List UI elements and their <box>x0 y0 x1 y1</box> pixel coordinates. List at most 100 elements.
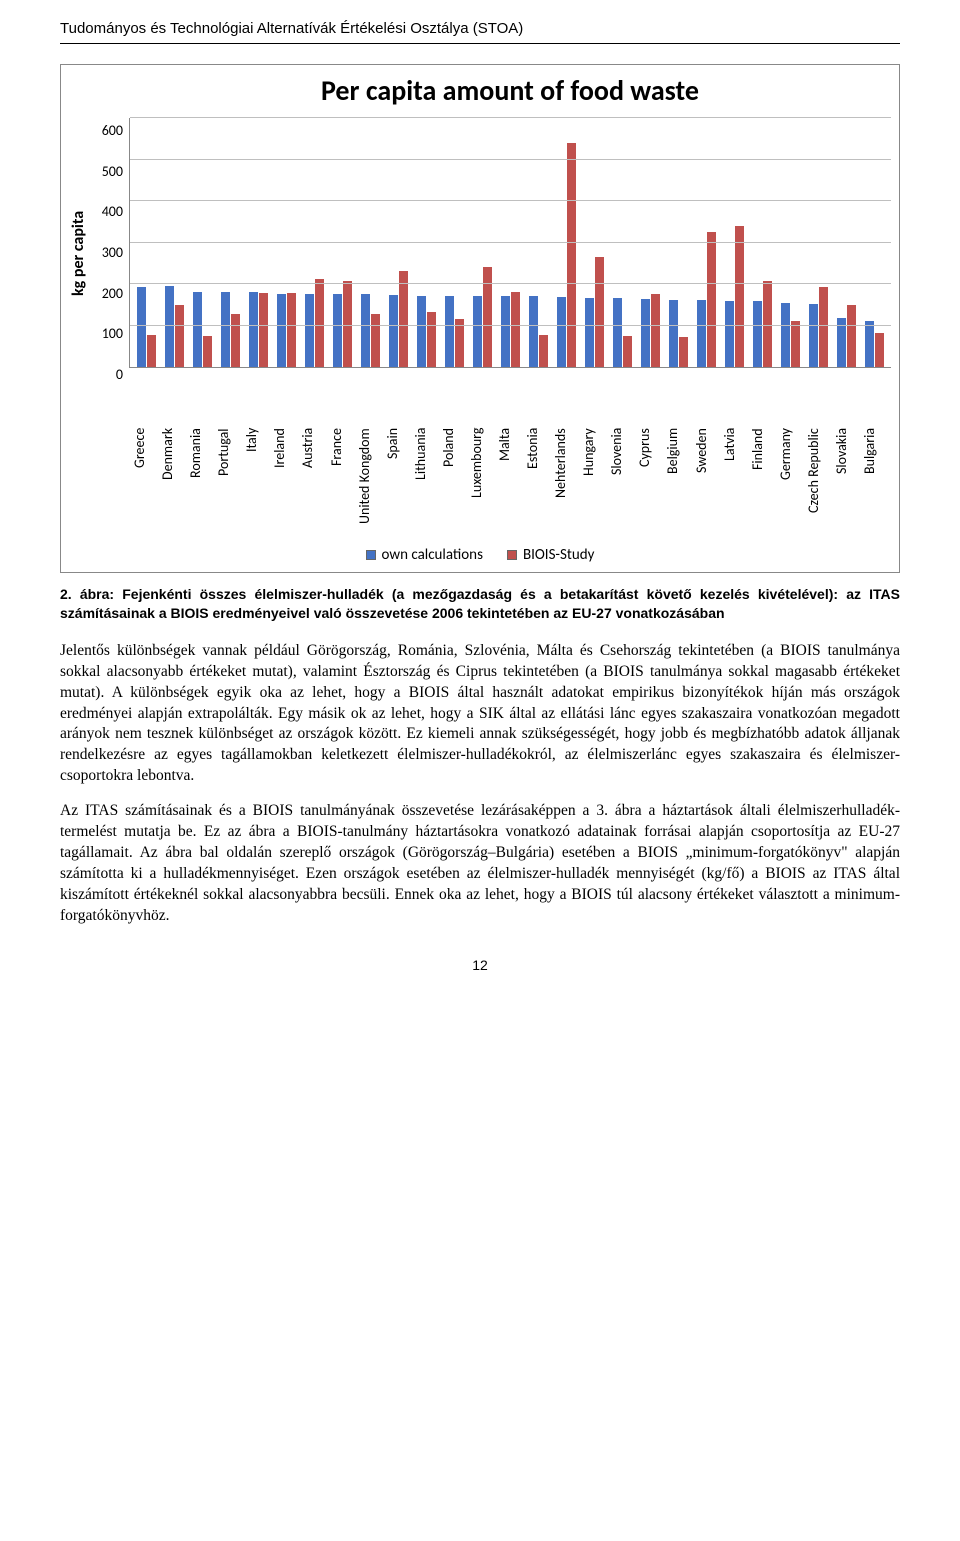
chart-title: Per capita amount of food waste <box>129 73 891 108</box>
bar-group <box>609 118 637 367</box>
legend-item: own calculations <box>366 546 483 564</box>
bar-own <box>585 298 594 367</box>
bar-biois <box>735 226 744 367</box>
bar-group <box>581 118 609 367</box>
x-label: Malta <box>496 428 524 538</box>
bar-own <box>501 296 510 367</box>
bar-biois <box>511 292 520 367</box>
legend-swatch <box>366 550 376 560</box>
bar-own <box>193 292 202 367</box>
y-axis-ticks: 6005004003002001000 <box>93 118 129 376</box>
bar-biois <box>399 271 408 367</box>
y-axis-label: kg per capita <box>69 118 93 428</box>
bar-own <box>333 294 342 367</box>
bar-biois <box>875 333 884 367</box>
bar-own <box>725 301 734 367</box>
bar-biois <box>287 293 296 367</box>
bar-biois <box>567 143 576 367</box>
x-label: Belgium <box>664 428 692 538</box>
bar-biois <box>791 321 800 367</box>
x-label: Portugal <box>215 428 243 538</box>
page-number: 12 <box>60 957 900 973</box>
bar-group <box>412 118 440 367</box>
bar-biois <box>175 305 184 367</box>
bar-group <box>552 118 580 367</box>
bar-group <box>805 118 833 367</box>
legend-label: own calculations <box>382 546 483 564</box>
x-label: Finland <box>749 428 777 538</box>
x-label: Sweden <box>693 428 721 538</box>
y-tick: 400 <box>102 205 123 219</box>
gridline <box>130 159 891 160</box>
bar-group <box>160 118 188 367</box>
bar-biois <box>483 267 492 367</box>
bar-biois <box>847 305 856 367</box>
gridline <box>130 200 891 201</box>
gridline <box>130 117 891 118</box>
legend-item: BIOIS-Study <box>507 546 595 564</box>
bar-biois <box>259 293 268 367</box>
x-label: Lithuania <box>412 428 440 538</box>
x-axis-labels: GreeceDenmarkRomaniaPortugalItalyIreland… <box>129 428 891 538</box>
bar-own <box>165 286 174 367</box>
bar-biois <box>707 232 716 367</box>
bar-biois <box>455 319 464 367</box>
bar-biois <box>651 294 660 367</box>
gridline <box>130 242 891 243</box>
x-label: Greece <box>131 428 159 538</box>
paragraph: Az ITAS számításainak és a BIOIS tanulmá… <box>60 801 900 927</box>
bar-biois <box>203 336 212 367</box>
x-label: Nehterlands <box>552 428 580 538</box>
gridline <box>130 283 891 284</box>
y-tick: 600 <box>102 124 123 138</box>
x-label: Italy <box>243 428 271 538</box>
bar-group <box>721 118 749 367</box>
x-label: Denmark <box>159 428 187 538</box>
x-label: Hungary <box>580 428 608 538</box>
bar-own <box>781 303 790 367</box>
x-label: Czech Republic <box>805 428 833 538</box>
bar-group <box>440 118 468 367</box>
bar-group <box>468 118 496 367</box>
bar-own <box>641 299 650 367</box>
bar-group <box>524 118 552 367</box>
legend-swatch <box>507 550 517 560</box>
bar-biois <box>147 335 156 367</box>
bar-biois <box>427 312 436 367</box>
bar-own <box>445 296 454 367</box>
x-label: Poland <box>440 428 468 538</box>
bar-own <box>529 296 538 367</box>
x-label: Spain <box>384 428 412 538</box>
y-tick: 500 <box>102 165 123 179</box>
bar-biois <box>679 337 688 367</box>
bar-group <box>496 118 524 367</box>
bar-own <box>137 287 146 368</box>
y-tick: 200 <box>102 287 123 301</box>
bar-group <box>300 118 328 367</box>
bar-own <box>809 304 818 367</box>
bar-group <box>132 118 160 367</box>
bar-own <box>865 321 874 367</box>
x-label: Latvia <box>721 428 749 538</box>
page-header: Tudományos és Technológiai Alternatívák … <box>60 20 900 44</box>
bar-group <box>272 118 300 367</box>
body-text: Jelentős különbségek vannak például Görö… <box>60 641 900 927</box>
bar-own <box>697 300 706 367</box>
bar-own <box>221 292 230 367</box>
paragraph: Jelentős különbségek vannak például Görö… <box>60 641 900 787</box>
bar-own <box>557 297 566 367</box>
bars-container <box>130 118 891 367</box>
bar-own <box>277 294 286 367</box>
bar-own <box>417 296 426 367</box>
bar-group <box>665 118 693 367</box>
bar-group <box>861 118 889 367</box>
bar-own <box>361 294 370 367</box>
bar-group <box>216 118 244 367</box>
food-waste-chart: Per capita amount of food waste kg per c… <box>60 64 900 573</box>
chart-legend: own calculations BIOIS-Study <box>69 546 891 564</box>
bar-own <box>613 298 622 367</box>
bar-group <box>384 118 412 367</box>
figure-caption: 2. ábra: Fejenkénti összes élelmiszer-hu… <box>60 585 900 623</box>
bar-own <box>305 294 314 367</box>
bar-group <box>356 118 384 367</box>
